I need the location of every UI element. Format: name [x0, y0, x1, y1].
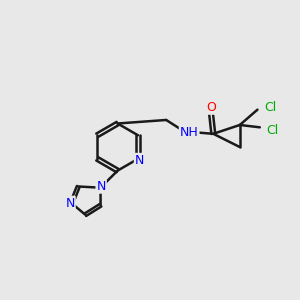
Text: O: O	[206, 101, 216, 114]
Text: N: N	[65, 197, 75, 210]
Text: Cl: Cl	[264, 101, 276, 114]
Text: NH: NH	[180, 126, 199, 139]
Text: Cl: Cl	[266, 124, 279, 137]
Text: N: N	[96, 180, 106, 193]
Text: N: N	[135, 154, 144, 167]
